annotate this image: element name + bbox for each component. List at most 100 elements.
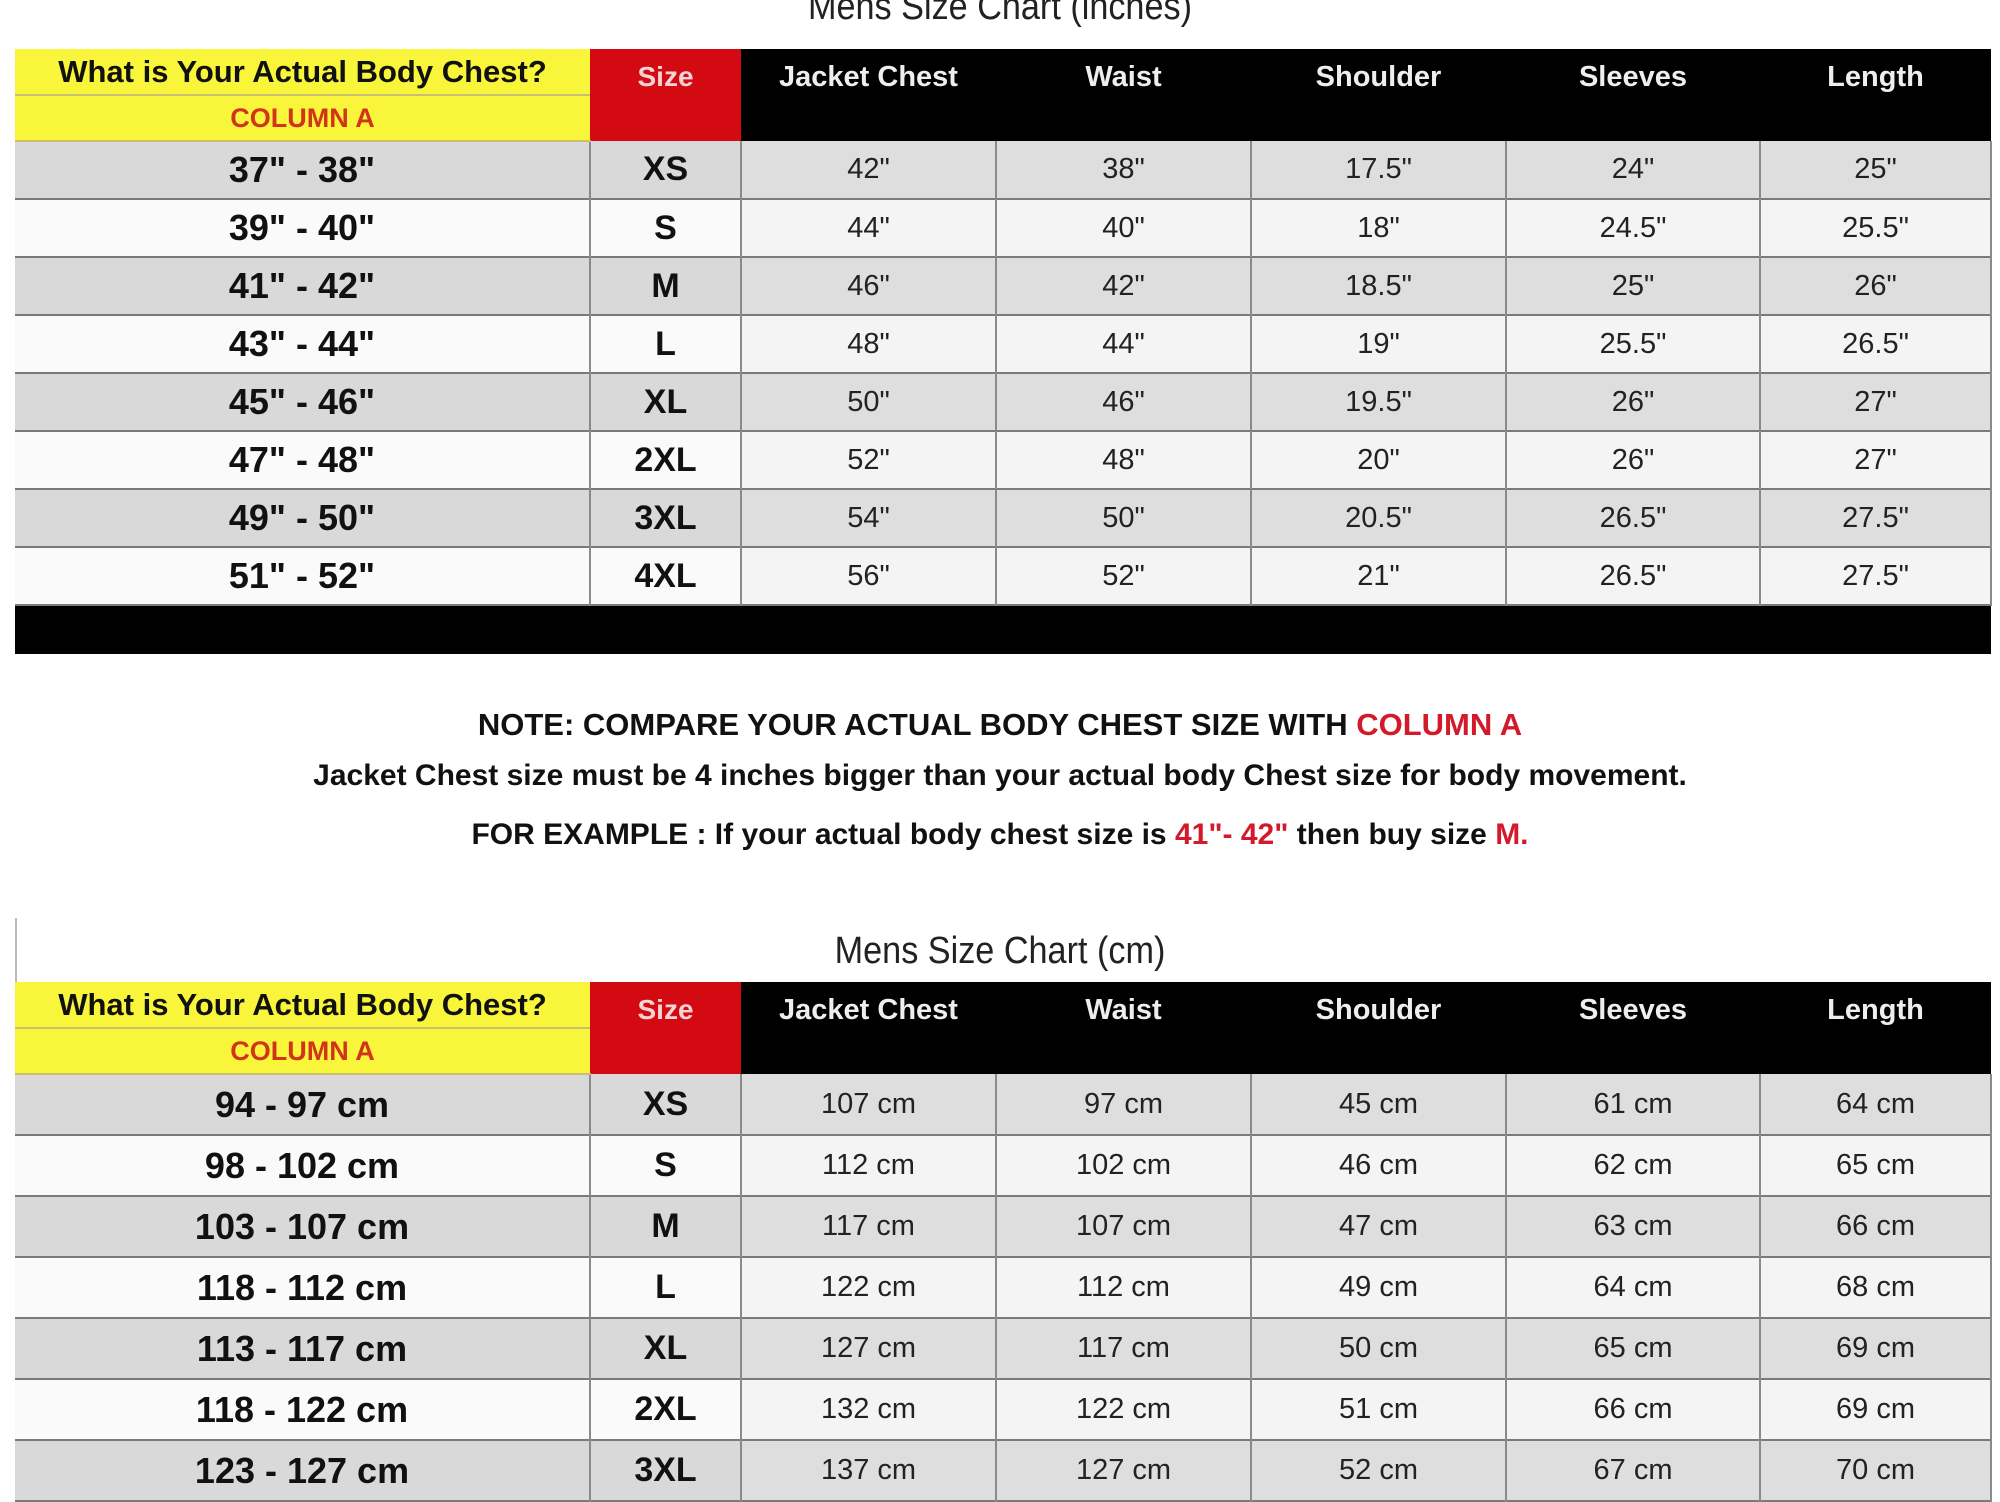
table-row: 118 - 112 cm L 122 cm 112 cm 49 cm 64 cm 68 cm [15,1257,1992,1318]
jacket-chest-cell: 132 cm [741,1379,997,1440]
shoulder-cell: 47 cm [1251,1196,1507,1257]
length-cell: 27.5" [1760,547,1992,605]
sleeves-cell: 66 cm [1506,1379,1761,1440]
table-row: 94 - 97 cm XS 107 cm 97 cm 45 cm 61 cm 64 cm [15,1074,1992,1135]
size-cell: L [590,1257,742,1318]
inches-chart-title: Mens Size Chart (inches) [808,0,1192,28]
sleeves-cell: 65 cm [1506,1318,1761,1379]
waist-cell: 44" [996,315,1252,373]
body-chest-cell: 98 - 102 cm [15,1135,591,1196]
size-cell: 3XL [590,489,742,547]
jacket-chest-cell: 54" [741,489,997,547]
example-text-middle: then buy size [1288,818,1496,851]
body-chest-cell: 39" - 40" [15,199,591,257]
jacket-chest-cell: 48" [741,315,997,373]
jacket-chest-cell: 122 cm [741,1257,997,1318]
table-row: 118 - 122 cm 2XL 132 cm 122 cm 51 cm 66 cm 69 … [15,1379,1992,1440]
body-chest-cell: 45" - 46" [15,373,591,431]
waist-cell: 46" [996,373,1252,431]
shoulder-cell: 45 cm [1251,1074,1507,1135]
waist-cell: 48" [996,431,1252,489]
body-chest-cell: 51" - 52" [15,547,591,605]
table-row: 51" - 52" 4XL 56" 52" 21" 26.5" 27.5" [15,547,1992,605]
length-cell: 27" [1760,373,1992,431]
body-chest-cell: 118 - 112 cm [15,1257,591,1318]
waist-cell: 117 cm [996,1318,1252,1379]
table-row: 39" - 40" S 44" 40" 18" 24.5" 25.5" [15,199,1992,257]
example-text: FOR EXAMPLE : If your actual body chest … [471,818,1175,851]
length-cell: 69 cm [1760,1379,1992,1440]
body-chest-cell: 103 - 107 cm [15,1196,591,1257]
shoulder-cell: 19.5" [1251,373,1507,431]
size-cell: 2XL [590,431,742,489]
waist-cell: 107 cm [996,1196,1252,1257]
body-chest-cell: 47" - 48" [15,431,591,489]
jacket-chest-cell: 107 cm [741,1074,997,1135]
length-cell: 68 cm [1760,1257,1992,1318]
jacket-chest-cell: 112 cm [741,1135,997,1196]
size-cell: XS [590,1074,742,1135]
body-chest-cell: 118 - 122 cm [15,1379,591,1440]
jacket-chest-cell: 44" [741,199,997,257]
table-row: 45" - 46" XL 50" 46" 19.5" 26" 27" [15,373,1992,431]
waist-cell: 97 cm [996,1074,1252,1135]
note-highlight: COLUMN A [1356,707,1523,742]
sleeves-cell: 24.5" [1506,199,1761,257]
waist-cell: 38" [996,141,1252,199]
sleeves-cell: 26" [1506,373,1761,431]
shoulder-cell: 18.5" [1251,257,1507,315]
body-chest-cell: 113 - 117 cm [15,1318,591,1379]
sleeves-cell: 67 cm [1506,1440,1761,1501]
size-cell: XL [590,373,742,431]
note-line-1: NOTE: COMPARE YOUR ACTUAL BODY CHEST SIZ… [0,707,2000,743]
size-cell: 3XL [590,1440,742,1501]
jacket-chest-header: Jacket Chest [741,982,996,1074]
size-cell: 2XL [590,1379,742,1440]
table-row: 98 - 102 cm S 112 cm 102 cm 46 cm 62 cm 65 cm [15,1135,1992,1196]
shoulder-header: Shoulder [1251,982,1506,1074]
note-text: NOTE: COMPARE YOUR ACTUAL BODY CHEST SIZ… [477,707,1357,742]
table-row: 43" - 44" L 48" 44" 19" 25.5" 26.5" [15,315,1992,373]
sleeves-header: Sleeves [1506,49,1760,141]
sleeves-cell: 25.5" [1506,315,1761,373]
shoulder-cell: 18" [1251,199,1507,257]
jacket-chest-header: Jacket Chest [741,49,996,141]
size-cell: L [590,315,742,373]
sleeves-cell: 26.5" [1506,547,1761,605]
size-cell: M [590,257,742,315]
sleeves-cell: 26" [1506,431,1761,489]
table-row: 103 - 107 cm M 117 cm 107 cm 47 cm 63 cm 66 cm [15,1196,1992,1257]
shoulder-cell: 50 cm [1251,1318,1507,1379]
chest-question-header: What is Your Actual Body Chest? [15,982,590,1029]
waist-cell: 127 cm [996,1440,1252,1501]
length-cell: 26" [1760,257,1992,315]
table-row: 113 - 117 cm XL 127 cm 117 cm 50 cm 65 cm 69 c… [15,1318,1992,1379]
shoulder-cell: 17.5" [1251,141,1507,199]
shoulder-cell: 46 cm [1251,1135,1507,1196]
sleeves-cell: 61 cm [1506,1074,1761,1135]
sleeves-cell: 24" [1506,141,1761,199]
length-cell: 26.5" [1760,315,1992,373]
body-chest-cell: 94 - 97 cm [15,1074,591,1135]
jacket-chest-cell: 46" [741,257,997,315]
example-size: M. [1495,818,1529,851]
sleeves-cell: 62 cm [1506,1135,1761,1196]
jacket-chest-cell: 50" [741,373,997,431]
length-cell: 65 cm [1760,1135,1992,1196]
note-line-2: Jacket Chest size must be 4 inches bigge… [313,759,1687,792]
sleeves-cell: 64 cm [1506,1257,1761,1318]
jacket-chest-cell: 127 cm [741,1318,997,1379]
shoulder-cell: 49 cm [1251,1257,1507,1318]
waist-cell: 50" [996,489,1252,547]
table-row: 47" - 48" 2XL 52" 48" 20" 26" 27" [15,431,1992,489]
shoulder-cell: 51 cm [1251,1379,1507,1440]
waist-cell: 102 cm [996,1135,1252,1196]
shoulder-cell: 19" [1251,315,1507,373]
waist-cell: 52" [996,547,1252,605]
inches-size-table: What is Your Actual Body Chest? Size Jac… [15,49,1992,606]
column-a-label: COLUMN A [15,1028,590,1075]
body-chest-cell: 37" - 38" [15,141,591,199]
shoulder-cell: 52 cm [1251,1440,1507,1501]
length-cell: 66 cm [1760,1196,1992,1257]
jacket-chest-cell: 52" [741,431,997,489]
